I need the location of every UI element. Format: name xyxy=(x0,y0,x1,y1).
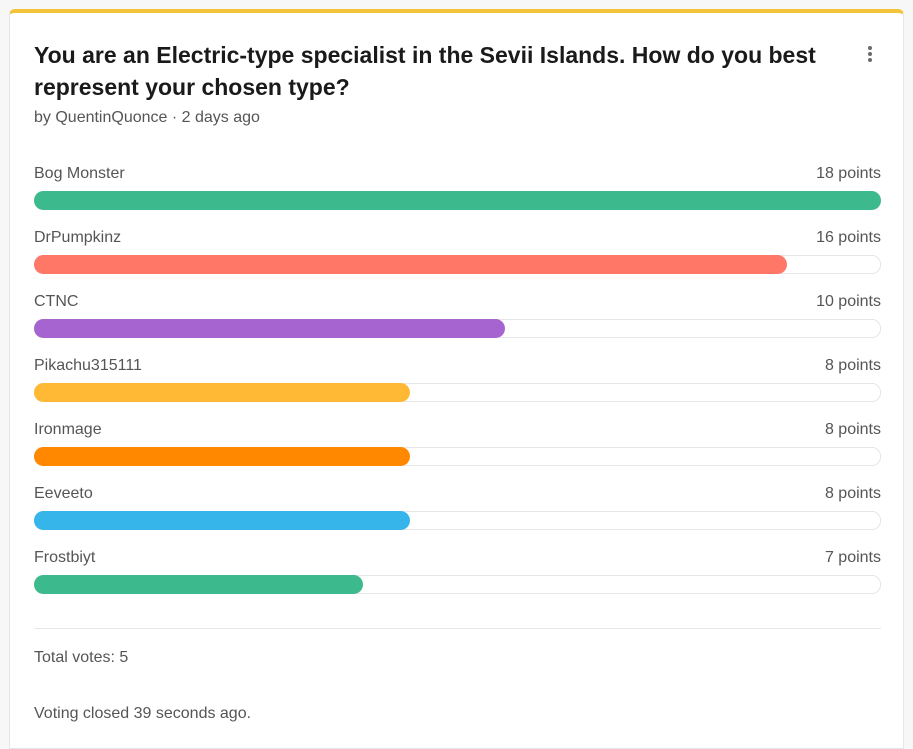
option-bar-track xyxy=(34,511,881,530)
option-bar-fill xyxy=(34,383,410,402)
option-bar-track xyxy=(34,447,881,466)
option-bar-fill xyxy=(34,255,787,274)
poll-option-eeveeto: Eeveeto 8 points xyxy=(34,485,881,549)
option-label: Bog Monster xyxy=(34,165,125,182)
option-points: 10 points xyxy=(816,293,881,310)
option-label: Frostbiyt xyxy=(34,549,96,566)
option-label: Pikachu315111 xyxy=(34,357,142,374)
option-bar-track xyxy=(34,383,881,402)
option-points: 8 points xyxy=(824,485,881,502)
option-bar-track xyxy=(34,575,881,594)
option-label: DrPumpkinz xyxy=(34,229,122,246)
more-options-icon[interactable] xyxy=(861,43,879,65)
poll-title: You are an Electric-type specialist in t… xyxy=(34,42,816,100)
poll-option-ctnc: CTNC 10 points xyxy=(34,293,881,357)
option-label: CTNC xyxy=(34,293,79,310)
poll-option-frostbiyt: Frostbiyt 7 points xyxy=(34,549,881,613)
option-bar-fill xyxy=(34,511,410,530)
option-bar-track xyxy=(34,191,881,210)
option-bar-fill xyxy=(34,191,881,210)
option-bar-track xyxy=(34,255,881,274)
total-votes: Total votes: 5 xyxy=(34,649,129,666)
option-points: 7 points xyxy=(824,549,881,566)
voting-status: Voting closed 39 seconds ago. xyxy=(34,705,252,722)
option-bar-fill xyxy=(34,319,505,338)
poll-option-pikachu315111: Pikachu315111 8 points xyxy=(34,357,881,421)
poll-options: Bog Monster 18 points DrPumpkinz 16 poin… xyxy=(34,165,881,613)
option-bar-fill xyxy=(34,575,363,594)
divider xyxy=(34,628,881,629)
option-bar-fill xyxy=(34,447,410,466)
poll-meta: by QuentinQuonce · 2 days ago xyxy=(34,109,260,126)
option-bar-track xyxy=(34,319,881,338)
option-points: 16 points xyxy=(816,229,881,246)
poll-option-bog-monster: Bog Monster 18 points xyxy=(34,165,881,229)
option-label: Eeveeto xyxy=(34,485,93,502)
poll-card: You are an Electric-type specialist in t… xyxy=(9,9,904,749)
option-points: 8 points xyxy=(824,421,881,438)
option-points: 8 points xyxy=(824,357,881,374)
poll-option-ironmage: Ironmage 8 points xyxy=(34,421,881,485)
poll-option-drpumpkinz: DrPumpkinz 16 points xyxy=(34,229,881,293)
option-label: Ironmage xyxy=(34,421,102,438)
option-points: 18 points xyxy=(816,165,881,182)
